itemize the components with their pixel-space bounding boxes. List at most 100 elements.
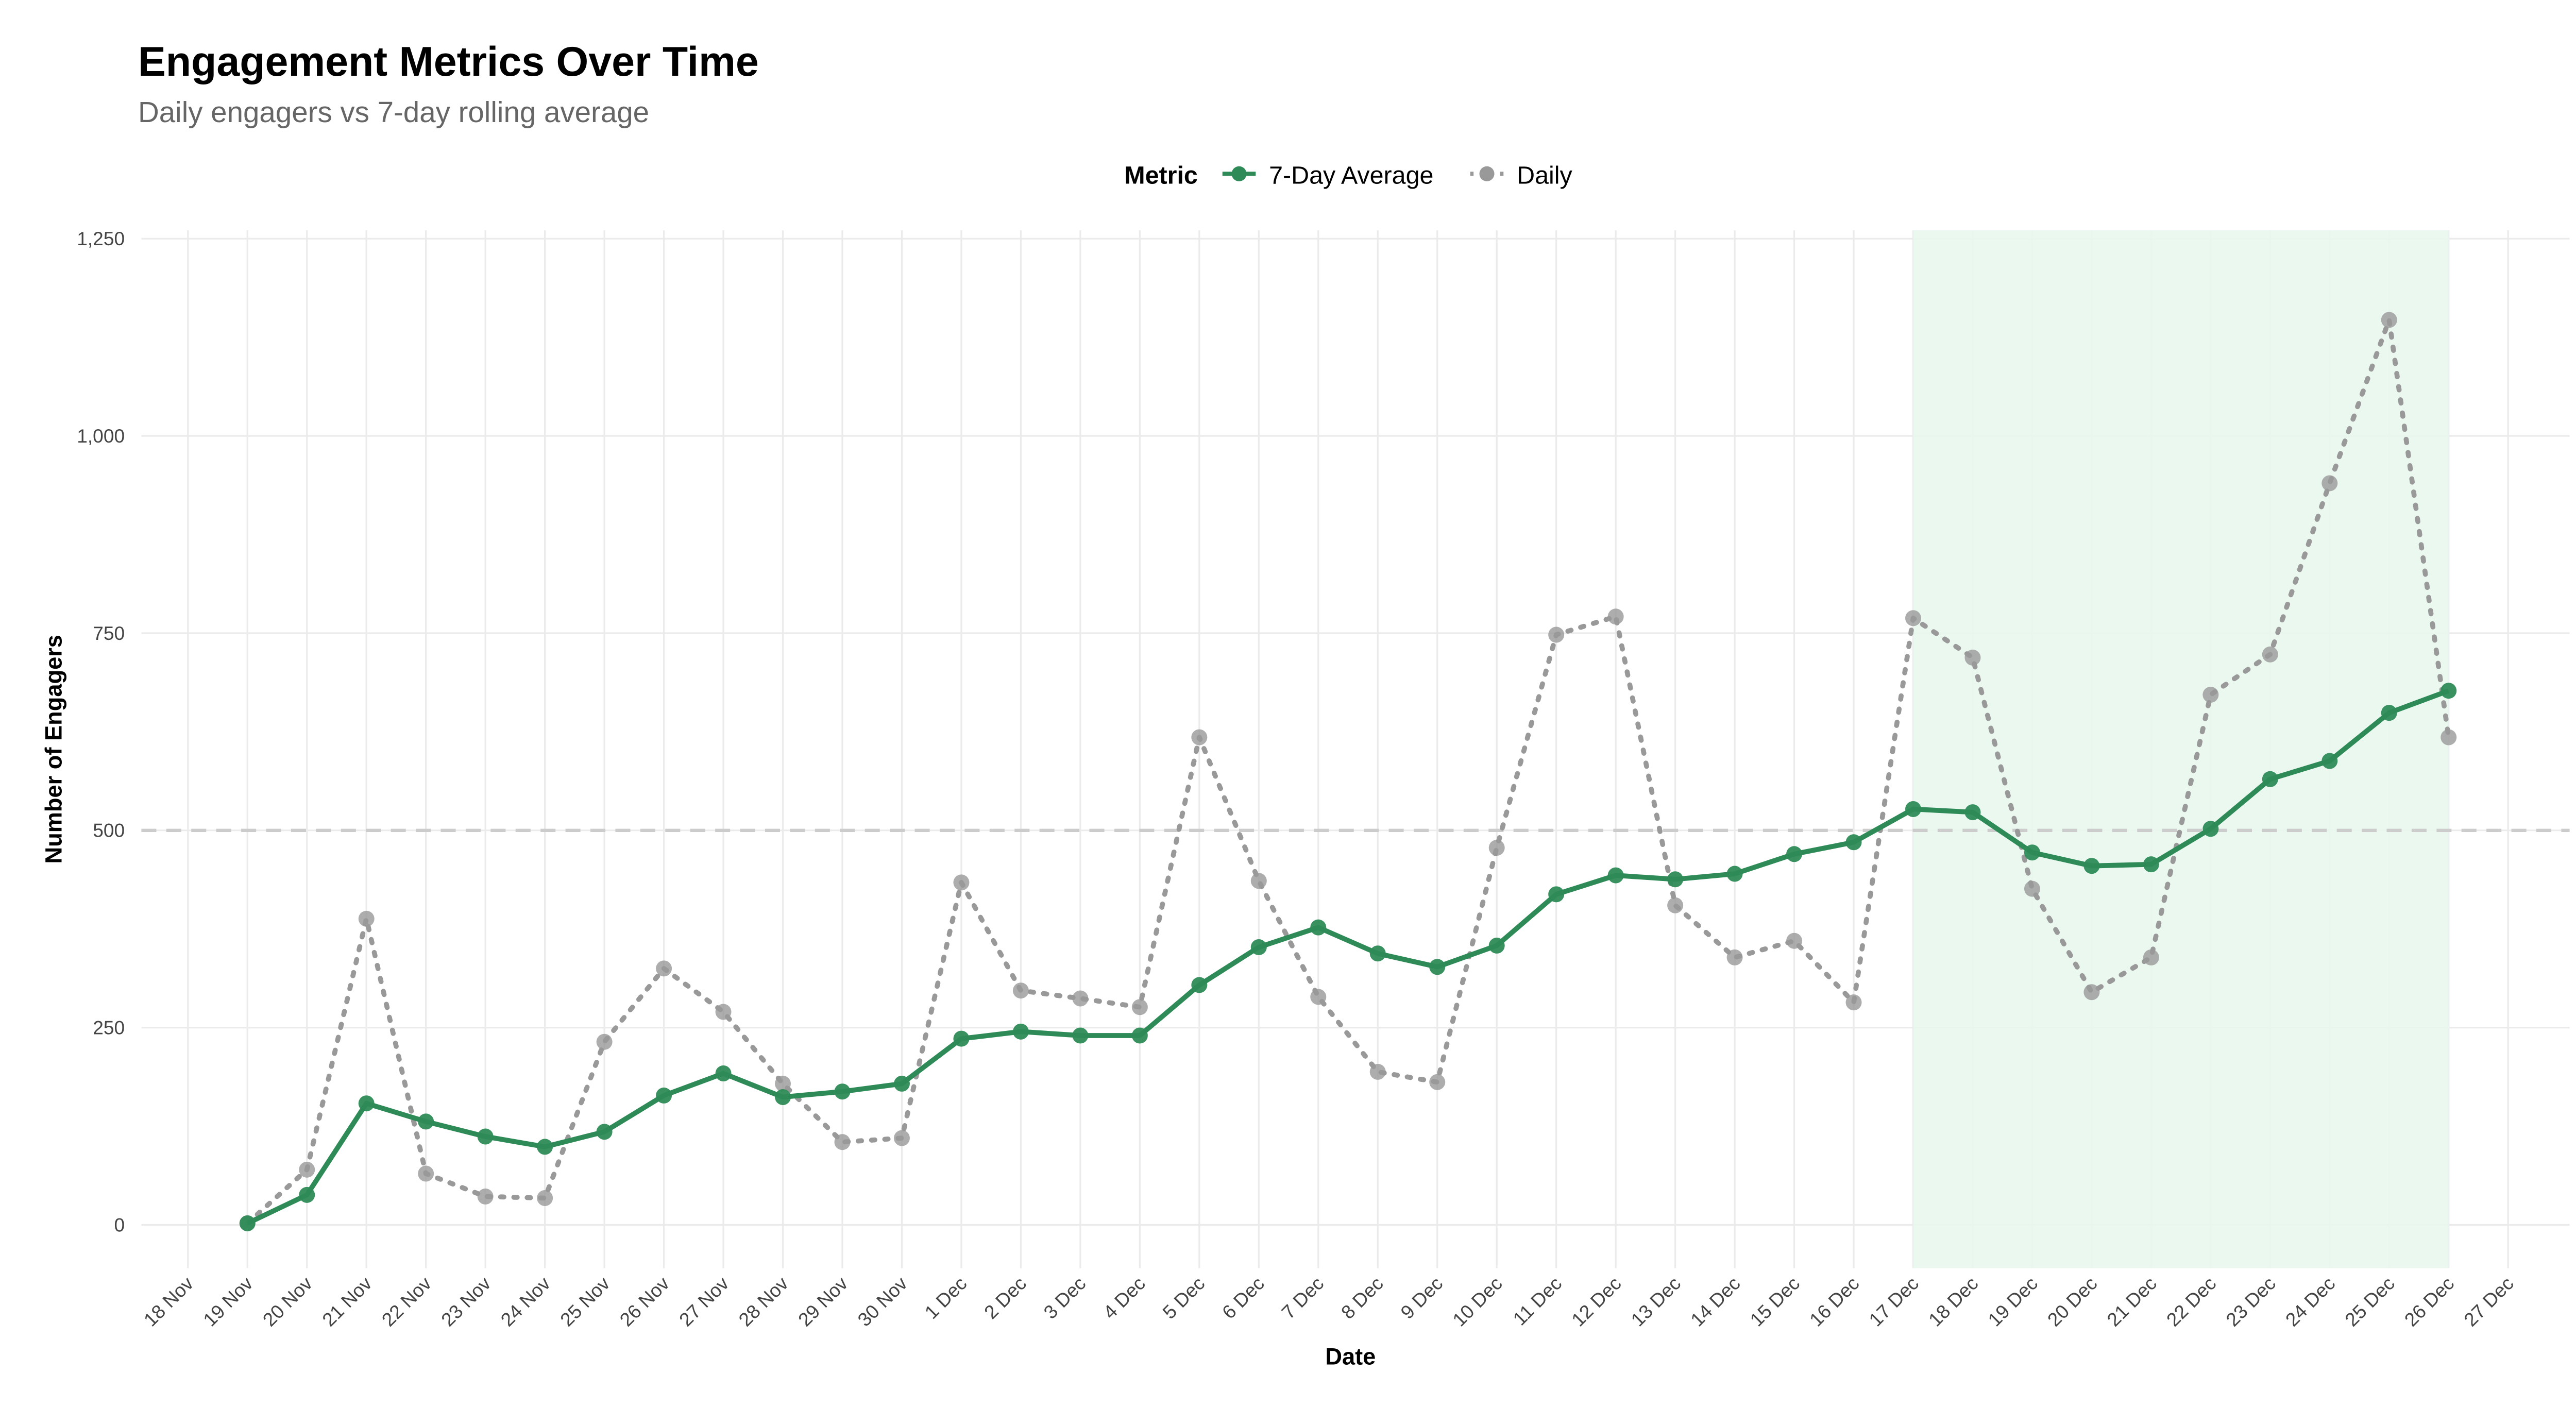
data-point-average (239, 1215, 256, 1231)
data-point-daily (1786, 933, 1803, 949)
data-point-average (1369, 945, 1386, 962)
data-point-average (477, 1128, 494, 1145)
data-point-daily (2143, 949, 2159, 965)
x-tick-label: 20 Nov (258, 1272, 316, 1330)
y-tick-label: 250 (93, 1017, 125, 1039)
data-point-daily (953, 874, 970, 891)
data-point-average (537, 1139, 553, 1155)
data-point-average (953, 1030, 970, 1047)
data-point-daily (1131, 999, 1148, 1015)
data-point-average (1429, 959, 1446, 975)
data-point-daily (477, 1188, 494, 1205)
data-point-average (1845, 834, 1862, 851)
data-point-average (2202, 821, 2219, 837)
data-point-average (418, 1113, 434, 1130)
data-point-daily (893, 1130, 910, 1146)
data-point-daily (299, 1161, 315, 1178)
x-tick-label: 15 Dec (1745, 1273, 1804, 1331)
data-point-average (1310, 919, 1327, 936)
data-point-daily (715, 1004, 732, 1020)
x-tick-label: 19 Nov (199, 1272, 257, 1330)
x-tick-label: 1 Dec (920, 1273, 971, 1323)
data-point-average (893, 1075, 910, 1092)
x-tick-label: 26 Dec (2400, 1273, 2458, 1331)
data-point-average (2083, 858, 2100, 874)
legend-label-daily: Daily (1517, 162, 1572, 190)
highlight-range (1913, 230, 2449, 1268)
x-axis-label: Date (1325, 1344, 1376, 1370)
data-point-daily (2202, 686, 2219, 703)
x-tick-label: 13 Dec (1626, 1273, 1685, 1331)
data-point-average (1072, 1027, 1089, 1044)
chart-subtitle: Daily engagers vs 7-day rolling average (138, 96, 649, 128)
data-point-average (2321, 753, 2338, 769)
x-tick-label: 21 Nov (318, 1272, 376, 1330)
data-point-average (2381, 705, 2397, 721)
x-tick-label: 27 Nov (675, 1272, 733, 1330)
x-tick-label: 22 Nov (377, 1272, 435, 1330)
data-point-daily (1310, 989, 1327, 1005)
data-point-daily (537, 1190, 553, 1206)
x-tick-label: 2 Dec (980, 1273, 1030, 1323)
y-axis-label: Number of Engagers (40, 635, 66, 863)
data-point-daily (1905, 610, 1921, 626)
data-point-daily (2441, 729, 2457, 745)
x-tick-label: 25 Nov (556, 1272, 614, 1330)
data-point-average (358, 1095, 375, 1112)
data-point-average (715, 1065, 732, 1081)
data-point-daily (1667, 897, 1684, 913)
data-point-daily (834, 1134, 851, 1150)
data-point-average (2262, 771, 2278, 787)
data-point-daily (1429, 1074, 1446, 1090)
x-tick-label: 12 Dec (1567, 1273, 1625, 1331)
data-point-daily (1488, 840, 1505, 856)
data-point-average (1488, 937, 1505, 954)
data-point-average (299, 1186, 315, 1203)
x-tick-label: 9 Dec (1396, 1273, 1447, 1323)
data-point-daily (1845, 994, 1862, 1011)
data-point-average (1726, 866, 1743, 882)
y-tick-label: 500 (93, 820, 125, 841)
data-point-daily (418, 1165, 434, 1182)
x-tick-label: 24 Nov (496, 1272, 554, 1330)
y-tick-label: 1,000 (77, 425, 125, 447)
data-point-average (1905, 801, 1921, 817)
x-tick-label: 28 Nov (734, 1272, 792, 1330)
data-point-daily (1548, 626, 1565, 643)
x-tick-label: 30 Nov (853, 1272, 911, 1330)
data-point-average (2143, 856, 2159, 873)
data-point-daily (775, 1075, 791, 1092)
x-tick-label: 6 Dec (1218, 1273, 1268, 1323)
x-tick-label: 18 Dec (1924, 1273, 1982, 1331)
x-tick-label: 21 Dec (2103, 1273, 2161, 1331)
x-tick-label: 27 Dec (2460, 1273, 2518, 1331)
data-point-daily (1250, 873, 1267, 889)
x-tick-label: 7 Dec (1277, 1273, 1328, 1323)
data-point-daily (2083, 984, 2100, 1001)
data-point-average (1607, 867, 1624, 884)
data-point-average (656, 1087, 672, 1104)
data-point-average (1964, 804, 1981, 821)
data-point-daily (1726, 949, 1743, 965)
x-tick-label: 24 Dec (2281, 1273, 2340, 1331)
data-point-daily (1607, 608, 1624, 625)
data-point-average (1667, 871, 1684, 888)
x-tick-label: 5 Dec (1158, 1273, 1209, 1323)
y-tick-label: 1,250 (77, 228, 125, 249)
series-line-daily (245, 317, 2451, 1226)
x-tick-label: 19 Dec (1984, 1273, 2042, 1331)
data-point-daily (1012, 982, 1029, 999)
x-tick-label: 8 Dec (1337, 1273, 1387, 1323)
y-axis-ticks: 0 250 500 750 1,000 1,250 (77, 228, 125, 1235)
x-tick-label: 14 Dec (1686, 1273, 1744, 1331)
data-point-daily (1072, 990, 1089, 1007)
chart-title: Engagement Metrics Over Time (138, 39, 759, 85)
data-point-daily (2321, 475, 2338, 491)
series-line-average (246, 688, 2450, 1226)
x-tick-label: 23 Nov (437, 1272, 495, 1330)
data-point-average (834, 1083, 851, 1100)
x-tick-label: 29 Nov (794, 1272, 852, 1330)
data-point-average (596, 1124, 613, 1140)
data-point-daily (2262, 646, 2278, 663)
